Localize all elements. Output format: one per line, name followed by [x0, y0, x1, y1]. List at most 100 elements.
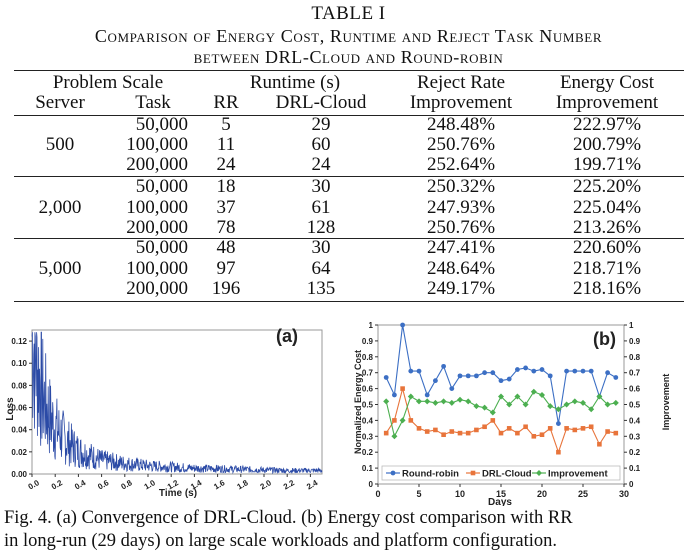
round-robin-point: [424, 392, 430, 398]
table-cell-reject: 249.17%: [426, 278, 496, 299]
x-tick-label: 5: [416, 489, 421, 499]
table-cell-reject: 248.48%: [426, 114, 496, 135]
y-tick-label: 0.5: [362, 401, 374, 410]
table-cell-drl: 61: [311, 197, 331, 218]
table-cell-drl: 30: [311, 237, 331, 258]
round-robin-point: [482, 370, 487, 376]
y-tick-label-right: 0.2: [629, 448, 641, 457]
x-axis-label: Time (s): [159, 488, 197, 499]
y-tick-label-right: 0.6: [629, 385, 641, 394]
group-rule: [14, 176, 684, 177]
figure-caption: Fig. 4. (a) Convergence of DRL-Cloud. (b…: [4, 507, 694, 553]
table-cell-rr: 24: [216, 154, 236, 175]
table-cell-reject: 250.76%: [426, 134, 496, 155]
y-axis-label-right: Improvement: [661, 374, 671, 431]
improvement-point: [432, 399, 439, 406]
y-tick-label: 0.06: [11, 404, 27, 413]
table-cell-rr: 48: [216, 237, 236, 258]
round-robin-point: [613, 375, 619, 380]
drl-cloud-point: [613, 430, 619, 436]
y-tick-label: 0.02: [11, 448, 27, 457]
improvement-point: [416, 398, 422, 405]
improvement-point: [530, 388, 537, 395]
header-reject-improvement: Improvement: [409, 92, 513, 113]
drl-cloud-point: [449, 429, 455, 434]
drl-cloud-point: [490, 418, 496, 423]
drl-cloud-point: [588, 424, 594, 430]
table-cell-reject: 247.93%: [426, 197, 496, 218]
improvement-point: [522, 401, 529, 408]
round-robin-point: [408, 368, 414, 374]
y-tick-label-right: 0.9: [629, 337, 641, 346]
y-tick-label: 1: [369, 321, 374, 330]
improvement-point: [457, 396, 463, 403]
x-tick-label: 10: [455, 489, 465, 499]
x-tick-label: 15: [496, 489, 506, 499]
drl-cloud-point: [605, 429, 610, 434]
table-cell-drl: 29: [311, 114, 331, 135]
x-axis-label: Days: [488, 497, 512, 506]
improvement-point: [514, 393, 521, 400]
y-tick-label: 0.04: [11, 426, 27, 435]
drl-cloud-point: [523, 424, 528, 430]
table-cell-rr: 196: [211, 278, 241, 299]
y-tick-label-right: 1: [629, 321, 634, 330]
round-robin-point: [416, 368, 422, 374]
improvement-point: [604, 401, 611, 408]
round-robin-point: [465, 373, 471, 379]
round-robin-point: [523, 365, 528, 371]
round-robin-point: [474, 373, 479, 379]
round-robin-point: [383, 375, 389, 380]
improvement-point: [407, 393, 414, 400]
x-tick-label: 0.2: [50, 478, 65, 492]
round-robin-point: [580, 368, 586, 374]
table-cell-task: 100,000: [126, 197, 188, 218]
table-title-line2: between DRL-Cloud and Round-robin: [193, 47, 504, 67]
improvement-point: [465, 398, 472, 405]
y-tick-label: 0.8: [362, 353, 374, 362]
y-tick-label: 0.3: [362, 432, 374, 441]
header-problem-scale: Problem Scale: [52, 72, 164, 93]
round-robin-point: [400, 322, 405, 328]
y-tick-label: 0.4: [362, 416, 374, 425]
legend-label-drl-cloud: DRL-Cloud: [482, 469, 532, 480]
header-drl-cloud: DRL-Cloud: [275, 92, 367, 113]
improvement-point: [440, 398, 447, 405]
loss-chart: 0.00 0.02 0.04 0.06 0.08 0.10 0.12 0.0 0.2 0.4 0.6…: [5, 326, 323, 499]
drl-cloud-point: [416, 426, 422, 431]
improvement-point: [555, 406, 562, 413]
round-robin-point: [564, 368, 569, 374]
round-robin-point: [605, 370, 610, 376]
table-cell-drl: 30: [311, 176, 331, 197]
improvement-point: [391, 433, 398, 440]
round-robin-point: [392, 392, 397, 398]
drl-cloud-point: [556, 449, 561, 455]
table-cell-energy: 199.71%: [572, 154, 642, 175]
y-tick-label-right: 0.1: [629, 464, 641, 473]
drl-cloud-point: [392, 418, 397, 423]
legend-label-round-robin: Round-robin: [402, 469, 459, 480]
improvement-point: [424, 398, 431, 405]
table-label: TABLE I: [311, 3, 386, 24]
round-robin-point: [490, 370, 496, 376]
table-cell-task: 50,000: [135, 114, 188, 135]
drl-cloud-point: [572, 427, 578, 433]
y-tick-label: 0.10: [11, 359, 27, 368]
round-robin-point: [441, 363, 446, 369]
round-robin-point: [556, 421, 561, 426]
round-robin-point: [539, 367, 545, 372]
table-cell-drl: 64: [311, 258, 331, 279]
table-cell-rr: 11: [216, 134, 236, 155]
table-cell-rr: 78: [216, 217, 236, 238]
improvement-point: [448, 399, 455, 406]
plot-frame: [31, 329, 323, 475]
round-robin-point: [498, 378, 504, 384]
improvement-point: [383, 398, 390, 405]
drl-cloud-point: [547, 426, 553, 431]
x-tick-label: 2.2: [282, 478, 297, 492]
drl-cloud-point: [474, 427, 479, 433]
round-robin-point: [572, 368, 578, 374]
round-robin-point: [531, 368, 537, 374]
caption-line2: in long-run (29 days) on large scale wor…: [4, 531, 557, 551]
y-tick-label: 0.1: [362, 464, 374, 473]
